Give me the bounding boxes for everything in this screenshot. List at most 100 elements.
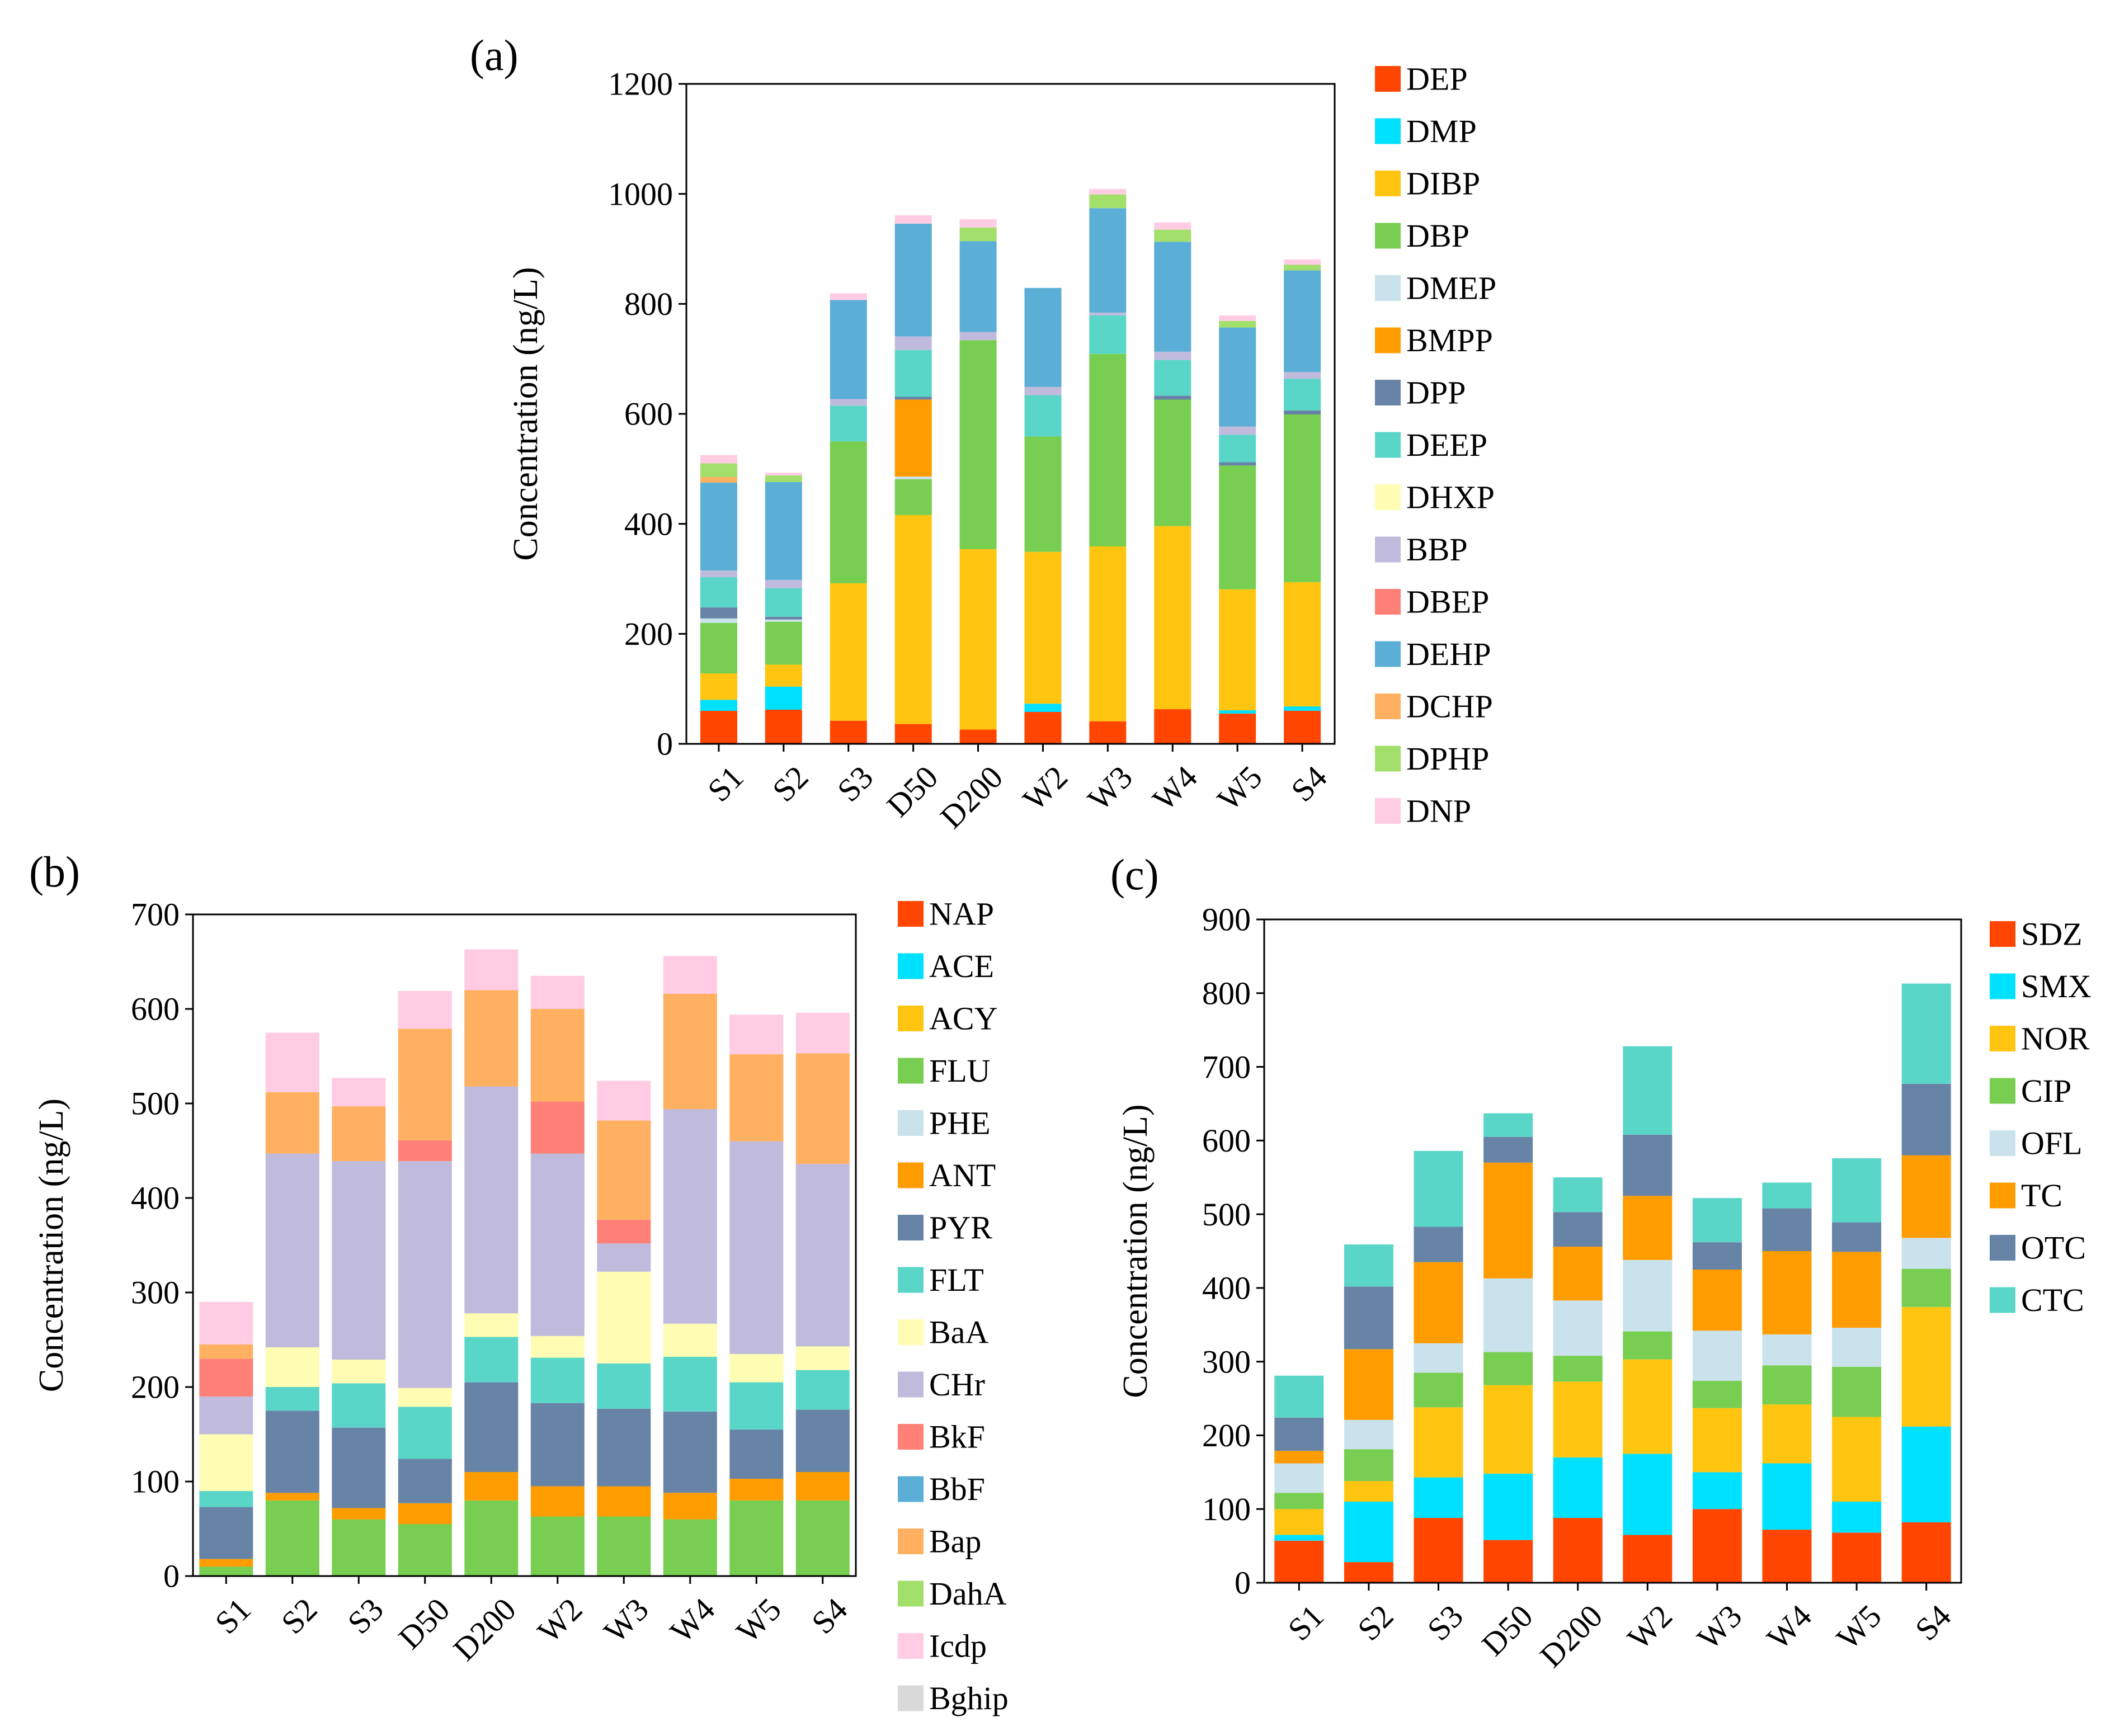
bar-segment-bap-s2 (265, 1092, 319, 1154)
bar-segment-dmp-w5 (1219, 710, 1256, 714)
bar-segment-baa-w2 (530, 1336, 585, 1358)
bar-segment-dbp-w5 (1219, 465, 1256, 589)
bar-segment-dibp-w5 (1219, 589, 1256, 710)
bar-segment-smx-d200 (1553, 1457, 1603, 1518)
legend-label: CIP (2021, 1073, 2071, 1109)
bar-segment-otc-s4 (1901, 1083, 1951, 1155)
bar-segment-pyr-s1 (199, 1507, 253, 1559)
bar-segment-deep-w3 (1089, 315, 1127, 354)
bar-segment-dmep-s2 (765, 619, 802, 622)
legend-label: ACY (929, 1001, 997, 1037)
y-tick-label: 900 (1202, 902, 1251, 938)
bar-segment-dnp-w4 (1154, 222, 1191, 230)
legend-label: OFL (2021, 1125, 2083, 1162)
bar-segment-flu-d50 (398, 1524, 452, 1576)
bar-segment-flu-w5 (729, 1500, 784, 1576)
legend-label: SDZ (2021, 916, 2083, 952)
bar-segment-tc-s4 (1901, 1155, 1951, 1238)
bar-segment-cip-s1 (1274, 1493, 1324, 1509)
bar-segment-sdz-d50 (1483, 1540, 1533, 1583)
bar-segment-chr-w4 (663, 1109, 717, 1324)
bar-segment-icdp-s1 (199, 1301, 253, 1345)
bar-segment-bbp-w5 (1219, 426, 1256, 435)
bar-segment-deep-d50 (894, 350, 932, 397)
bar-segment-tc-w2 (1623, 1196, 1673, 1260)
bar-segment-ant-d200 (464, 1472, 519, 1501)
bar-segment-nor-w5 (1832, 1417, 1882, 1502)
bar-segment-dibp-s3 (830, 583, 867, 721)
bar-segment-chr-s3 (332, 1161, 386, 1360)
legend-label: BbF (929, 1471, 985, 1507)
bar-segment-sdz-d200 (1553, 1518, 1603, 1583)
bar-segment-dbp-w4 (1154, 399, 1191, 526)
bar-segment-smx-w3 (1692, 1472, 1742, 1509)
bar-segment-dehp-w2 (1024, 287, 1062, 387)
bar-segment-cip-w5 (1832, 1366, 1882, 1417)
bar-segment-dnp-d50 (894, 215, 932, 224)
bar-segment-otc-w3 (1692, 1242, 1742, 1270)
bar-segment-smx-d50 (1483, 1474, 1533, 1540)
bar-segment-ofl-s2 (1344, 1419, 1393, 1450)
bar-segment-otc-s3 (1414, 1226, 1463, 1262)
legend-label: DMP (1406, 113, 1477, 149)
bar-segment-bap-s4 (795, 1053, 850, 1164)
bar-segment-dpp-s1 (700, 607, 737, 619)
bar-segment-tc-w5 (1832, 1252, 1882, 1328)
bar-segment-dep-s2 (765, 710, 802, 744)
bar-segment-nor-s3 (1414, 1407, 1463, 1478)
bar-segment-chr-w5 (729, 1141, 784, 1354)
legend-label: ANT (929, 1157, 996, 1194)
legend-swatch-nap (898, 901, 924, 927)
legend-swatch-nor (1990, 1026, 2015, 1051)
bar-segment-ofl-w5 (1832, 1328, 1882, 1367)
bar-segment-dibp-w4 (1154, 526, 1191, 710)
bar-segment-tc-w4 (1762, 1251, 1812, 1334)
y-tick-label: 0 (1235, 1565, 1251, 1601)
bar-segment-otc-w4 (1762, 1208, 1812, 1251)
bar-segment-ctc-d200 (1553, 1177, 1603, 1213)
legend-swatch-dibp (1375, 171, 1401, 196)
bar-segment-deep-s2 (765, 588, 802, 617)
bar-segment-dep-d200 (959, 729, 997, 744)
bar-segment-ctc-w2 (1623, 1046, 1673, 1135)
bar-segment-sdz-w4 (1762, 1530, 1812, 1583)
y-tick-label: 500 (1202, 1196, 1251, 1233)
legend-swatch-tc (1990, 1182, 2015, 1209)
legend-label: DEEP (1406, 427, 1487, 463)
bar-segment-ofl-s1 (1274, 1463, 1324, 1493)
y-tick-label: 400 (624, 506, 673, 542)
legend-swatch-pyr (898, 1215, 924, 1240)
legend-label: CTC (2021, 1282, 2084, 1318)
legend-label: PYR (929, 1210, 992, 1246)
y-tick-label: 800 (1202, 975, 1251, 1011)
bar-segment-deep-w4 (1154, 360, 1191, 396)
bar-segment-ctc-s1 (1274, 1375, 1324, 1418)
bar-segment-bbp-d200 (959, 332, 997, 341)
bar-segment-smx-s4 (1901, 1426, 1951, 1522)
y-axis-label: Concentration (ng/L) (32, 1098, 70, 1392)
legend-swatch-dpp (1375, 380, 1401, 405)
bar-segment-dibp-w2 (1024, 551, 1062, 704)
bar-segment-ant-s3 (332, 1508, 386, 1520)
y-tick-label: 1200 (608, 66, 673, 102)
bar-segment-dibp-s1 (700, 673, 737, 700)
bar-segment-ctc-w4 (1762, 1182, 1812, 1209)
y-tick-label: 600 (624, 396, 673, 432)
bar-segment-dep-w5 (1219, 713, 1256, 744)
bar-segment-ofl-d200 (1553, 1300, 1603, 1356)
bar-segment-dehp-d200 (959, 241, 997, 332)
legend-label: DCHP (1406, 688, 1493, 725)
bar-segment-deep-w2 (1024, 395, 1062, 437)
legend-label: BkF (929, 1419, 985, 1455)
bar-segment-dphp-d200 (959, 227, 997, 242)
legend-label: TC (2021, 1177, 2062, 1214)
bar-segment-tc-w3 (1692, 1269, 1742, 1331)
legend-swatch-dmp (1375, 118, 1401, 144)
legend-label: DahA (929, 1575, 1007, 1612)
bar-segment-flt-w5 (729, 1382, 784, 1430)
bar-segment-dphp-w5 (1219, 320, 1256, 328)
bar-segment-bkf-w2 (530, 1101, 585, 1154)
bar-segment-dehp-w5 (1219, 327, 1256, 427)
bar-segment-dpp-s2 (765, 616, 802, 620)
